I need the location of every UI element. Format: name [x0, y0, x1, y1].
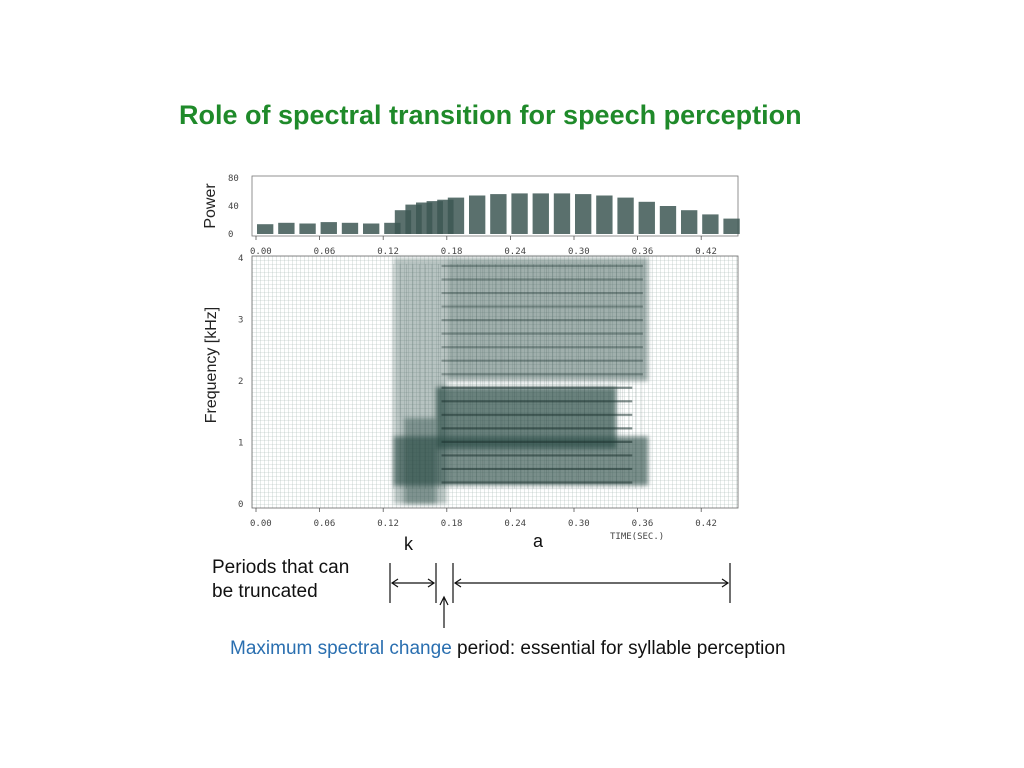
spec-x-tick-label: 0.18 — [441, 519, 463, 529]
power-bar — [702, 214, 719, 234]
power-bar — [575, 194, 592, 234]
power-bar — [469, 195, 486, 234]
segment-a-bracket — [452, 563, 731, 603]
power-x-tick-label: 0.18 — [441, 247, 463, 257]
power-bar — [447, 197, 465, 234]
power-x-tick-label: 0.36 — [632, 247, 654, 257]
power-bar — [363, 223, 380, 234]
segment-a-label: a — [533, 531, 544, 551]
power-bar — [299, 223, 316, 234]
segment-k-bracket — [389, 563, 437, 603]
power-bar — [257, 224, 274, 234]
max-spectral-change-highlight: Maximum spectral change — [230, 638, 452, 659]
power-x-tick-label: 0.00 — [250, 247, 272, 257]
spec-x-tick-label: 0.36 — [632, 519, 654, 529]
slide-title: Role of spectral transition for speech p… — [179, 100, 802, 130]
caption-rest: period: essential for syllable perceptio… — [451, 638, 786, 659]
power-x-tick-label: 0.06 — [314, 247, 336, 257]
power-bar — [384, 222, 401, 234]
spec-x-tick-label: 0.12 — [377, 519, 399, 529]
power-axis-label: Power — [202, 183, 219, 229]
spectrogram-energy — [393, 258, 649, 504]
frequency-axis-label: Frequency [kHz] — [203, 307, 220, 423]
frequency-tick-label: 2 — [238, 377, 243, 387]
power-x-tick-label: 0.24 — [504, 247, 526, 257]
truncatable-periods-note: Periods that can be truncated — [212, 556, 349, 604]
spec-x-tick-label: 0.24 — [504, 519, 526, 529]
power-y-tick-label: 40 — [228, 202, 239, 212]
frequency-tick-label: 4 — [238, 254, 243, 264]
power-bar — [320, 222, 337, 234]
power-x-tick-label: 0.12 — [377, 247, 399, 257]
truncatable-note-line2: be truncated — [212, 581, 318, 602]
energy-region — [436, 387, 617, 449]
power-y-tick-label: 0 — [228, 230, 233, 240]
power-x-tick-label: 0.30 — [568, 247, 590, 257]
power-bar — [511, 193, 528, 234]
caption-note: Maximum spectral change period: essentia… — [230, 638, 786, 660]
power-bar — [553, 193, 571, 234]
truncatable-note-line1: Periods that can — [212, 557, 350, 578]
spec-x-tick-label: 0.42 — [695, 519, 717, 529]
spectrogram-harmonics — [393, 264, 643, 489]
power-bar — [278, 222, 295, 234]
frequency-tick-label: 0 — [238, 500, 243, 510]
power-bar — [638, 201, 655, 234]
spec-x-tick-label: 0.00 — [250, 519, 272, 529]
power-bar — [659, 206, 677, 234]
time-axis-label: TIME(SEC.) — [610, 532, 664, 542]
segment-k-label: k — [404, 534, 414, 554]
power-bar — [723, 218, 740, 234]
power-bar — [490, 194, 507, 234]
spec-x-tick-label: 0.30 — [568, 519, 590, 529]
spec-x-tick-label: 0.06 — [314, 519, 336, 529]
frequency-tick-label: 3 — [238, 316, 243, 326]
power-bar — [532, 193, 549, 234]
energy-region — [446, 258, 649, 381]
power-x-tick-label: 0.42 — [695, 247, 717, 257]
power-bars — [257, 193, 740, 234]
power-bar — [617, 197, 634, 234]
frequency-tick-label: 1 — [238, 439, 243, 449]
power-bar — [681, 210, 698, 234]
power-bar — [596, 195, 613, 234]
power-y-tick-label: 80 — [228, 174, 239, 184]
power-bar — [341, 222, 359, 234]
energy-region — [404, 417, 437, 504]
max-change-arrow — [439, 595, 449, 628]
